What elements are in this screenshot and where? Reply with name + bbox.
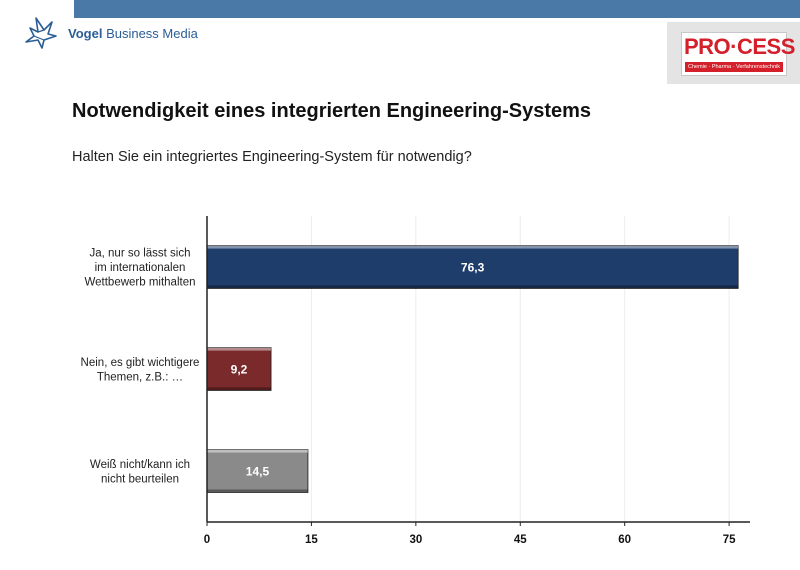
bar-value-label: 76,3: [461, 261, 485, 275]
category-label: im internationalen: [95, 262, 186, 274]
process-logo-tagline: Chemie · Pharma · Verfahrenstechnik: [685, 62, 783, 72]
bar-shadow-1: [207, 387, 272, 391]
vogel-bird-logo-icon: [25, 17, 57, 49]
chart-question: Halten Sie ein integriertes Engineering-…: [72, 149, 472, 165]
category-label: nicht beurteilen: [101, 473, 179, 485]
x-tick-label: 60: [618, 534, 631, 546]
category-label: Themen, z.B.: …: [97, 371, 183, 383]
x-tick-label: 0: [204, 534, 210, 546]
bar-shadow-2: [207, 489, 308, 493]
bar-shadow-0: [207, 285, 739, 289]
x-tick-label: 75: [723, 534, 736, 546]
x-tick-label: 15: [305, 534, 318, 546]
bar-2: [206, 449, 309, 493]
bar-value-label: 9,2: [231, 363, 248, 377]
category-label: Weiß nicht/kann ich: [90, 459, 190, 471]
x-tick-label: 30: [409, 534, 422, 546]
process-logo: PRO·CESS Chemie · Pharma · Verfahrenstec…: [681, 32, 795, 76]
x-tick-label: 45: [514, 534, 527, 546]
bar-value-label: 14,5: [246, 465, 270, 479]
vogel-brand: Vogel Business Media: [22, 14, 198, 52]
category-label: Wettbewerb mithalten: [84, 277, 195, 289]
bar-highlight-2: [207, 449, 308, 453]
header-top-bar: [74, 0, 800, 18]
company-name: Vogel Business Media: [68, 25, 198, 41]
process-logo-word: PRO·CESS: [684, 34, 795, 59]
bar-highlight-0: [207, 245, 739, 249]
category-label: Nein, es gibt wichtigere: [81, 357, 200, 369]
process-logo-box: PRO·CESS Chemie · Pharma · Verfahrenstec…: [667, 22, 800, 84]
category-label: Ja, nur so lässt sich: [90, 248, 191, 260]
bar-highlight-1: [207, 347, 272, 351]
chart-title: Notwendigkeit eines integrierten Enginee…: [72, 100, 592, 122]
